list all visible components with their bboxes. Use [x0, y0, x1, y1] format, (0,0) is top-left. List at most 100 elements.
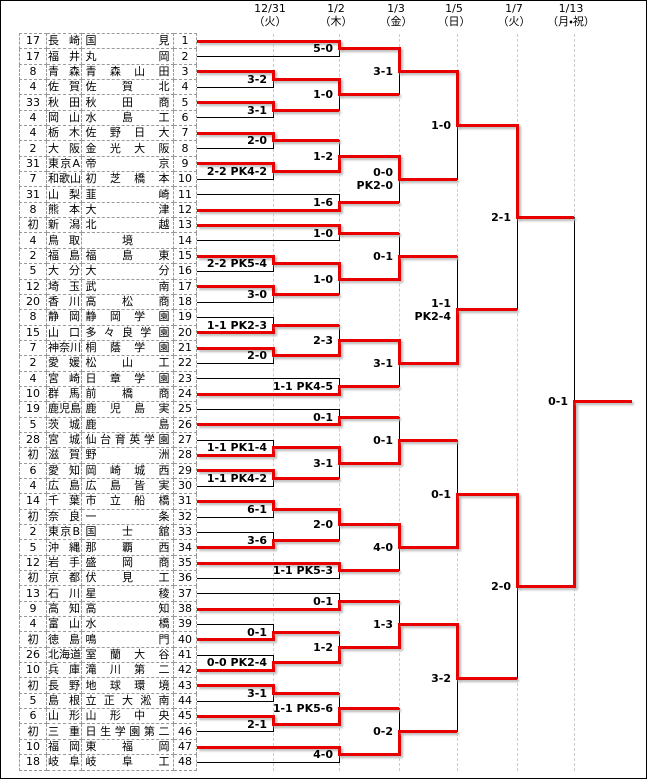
- team-appearances: 12: [19, 554, 47, 572]
- bracket-line: [197, 392, 339, 396]
- bracket-line: [397, 339, 401, 366]
- match-score: 0-1: [313, 410, 333, 424]
- team-school-cell: 日生学園第二: [81, 723, 174, 740]
- bracket-line: [197, 745, 339, 749]
- team-school-cell: 多々良学園: [81, 324, 174, 341]
- team-appearances: 4: [19, 125, 47, 142]
- team-school-cell: 境: [81, 232, 174, 249]
- team-seed: 48: [173, 754, 197, 771]
- bracket-line: [339, 47, 399, 51]
- team-school-cell: 北越: [81, 217, 174, 234]
- bracket-line: [397, 254, 401, 281]
- bracket-line: [273, 262, 339, 266]
- team-row: 10 兵庫 滝川第二 42: [19, 662, 197, 679]
- round-weekday: （火）: [253, 15, 287, 28]
- bracket-line: [399, 362, 457, 366]
- team-appearances: 15: [19, 324, 47, 341]
- team-seed: 42: [173, 662, 197, 679]
- team-school: 国士舘: [85, 525, 170, 539]
- team-school: 高知: [85, 601, 170, 615]
- team-prefecture-cell: 東京B: [46, 523, 82, 541]
- team-seed: 47: [173, 738, 197, 756]
- bracket-line: [273, 446, 339, 450]
- team-prefecture-cell: 滋賀: [46, 447, 82, 464]
- team-appearances: 5: [19, 416, 47, 433]
- team-appearances: 7: [19, 171, 47, 188]
- team-school-cell: 佐賀北: [81, 79, 174, 96]
- team-appearances: 4: [19, 616, 47, 633]
- team-school-cell: 鹿児島実: [81, 401, 174, 418]
- team-row: 31 山梨 韮崎 11: [19, 186, 197, 203]
- bracket-line: [455, 492, 459, 550]
- team-appearances: 4: [19, 79, 47, 96]
- bracket-line: [197, 86, 273, 88]
- team-prefecture-cell: 岡山: [46, 109, 82, 127]
- team-school-cell: 伏見工: [81, 570, 174, 587]
- team-prefecture-cell: 奈良: [46, 508, 82, 526]
- bracket-line: [337, 200, 341, 212]
- team-seed: 44: [173, 692, 197, 710]
- team-seed: 3: [173, 63, 197, 81]
- bracket-line: [515, 124, 519, 220]
- team-appearances: 5: [19, 692, 47, 710]
- team-prefecture: 香川: [48, 295, 80, 309]
- match-score: 3-2: [247, 73, 267, 87]
- team-prefecture-cell: 愛媛: [46, 355, 82, 372]
- bracket-line: [273, 692, 339, 696]
- team-school: 桐蔭学園: [85, 341, 170, 355]
- bracket-line: [197, 378, 339, 380]
- team-prefecture: 長崎: [48, 34, 80, 48]
- team-appearances: 5: [19, 539, 47, 556]
- bracket-line: [339, 599, 399, 603]
- team-school: 帝京: [85, 156, 170, 170]
- team-prefecture: 岐阜: [48, 755, 80, 769]
- team-school: 初芝橋本: [85, 172, 170, 186]
- bracket-line: [455, 308, 459, 366]
- bracket-line: [398, 547, 400, 572]
- match-score: 0-0 PK2-0: [356, 166, 393, 193]
- team-seed: 46: [173, 723, 197, 740]
- team-prefecture-cell: 岐阜: [46, 754, 82, 771]
- team-prefecture-cell: 富山: [46, 616, 82, 633]
- team-seed: 38: [173, 600, 197, 618]
- team-row: 20 香川 高松商 18: [19, 293, 197, 311]
- bracket-line: [397, 47, 401, 74]
- team-school: 水島工: [85, 110, 170, 124]
- bracket-line: [457, 676, 517, 680]
- bracket-line: [339, 753, 399, 757]
- team-appearances: 17: [19, 32, 47, 50]
- team-school: 東福岡: [85, 739, 170, 753]
- team-seed: 16: [173, 263, 197, 280]
- bracket-line: [273, 139, 339, 143]
- team-school-cell: 鳴門: [81, 631, 174, 648]
- team-row: 7 和歌山 初芝橋本 10: [19, 171, 197, 188]
- bracket-line: [338, 754, 340, 764]
- match-score: 1-1 PK4-5: [272, 380, 333, 394]
- match-score: 3-1: [373, 65, 393, 79]
- team-prefecture-cell: 山梨: [46, 186, 82, 203]
- match-score: 3-1: [313, 456, 333, 470]
- team-prefecture-cell: 静岡: [46, 309, 82, 326]
- team-row: 15 山口 多々良学園 20: [19, 324, 197, 341]
- bracket-line: [197, 516, 273, 518]
- team-seed: 5: [173, 94, 197, 111]
- bracket-line: [272, 263, 274, 272]
- bracket-line: [337, 339, 341, 358]
- team-row: 2 福島 福島東 15: [19, 247, 197, 265]
- team-prefecture: 島根: [48, 693, 80, 707]
- team-row: 33 秋田 秋田商 5: [19, 94, 197, 111]
- bracket-line: [337, 599, 341, 611]
- match-score: 0-1: [548, 395, 568, 409]
- team-school: 盛岡商: [85, 555, 170, 569]
- bracket-line: [272, 531, 274, 541]
- team-prefecture: 山梨: [48, 187, 80, 201]
- bracket-line: [197, 593, 339, 595]
- team-seed: 1: [173, 32, 197, 50]
- match-score: 0-1: [431, 487, 451, 501]
- team-school-cell: 帝京: [81, 155, 174, 173]
- match-score: 4-0: [373, 541, 393, 555]
- bracket-line: [197, 101, 273, 105]
- team-prefecture-cell: 新潟: [46, 217, 82, 234]
- team-prefecture: 熊本: [48, 202, 80, 216]
- bracket-line: [338, 278, 340, 295]
